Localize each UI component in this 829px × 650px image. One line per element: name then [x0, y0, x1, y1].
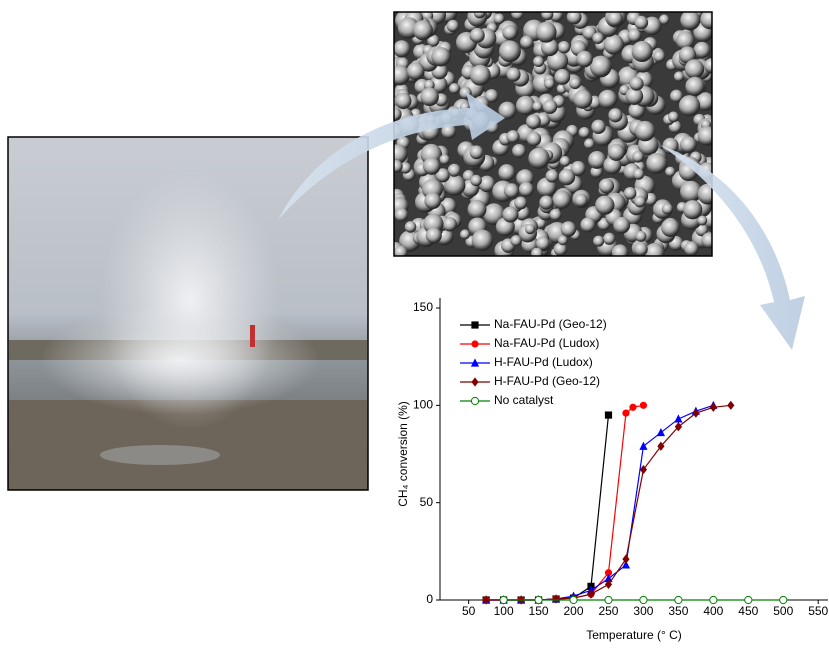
y-tick-label: 0 — [426, 592, 433, 606]
marker — [674, 595, 683, 605]
marker — [779, 595, 788, 605]
marker — [552, 594, 560, 604]
legend-marker — [470, 358, 480, 367]
marker — [604, 569, 613, 577]
x-tick-label: 550 — [808, 604, 828, 618]
y-tick-label: 100 — [413, 398, 433, 412]
marker — [744, 595, 753, 605]
x-tick-label: 50 — [462, 604, 476, 618]
marker — [587, 589, 595, 599]
marker — [604, 411, 613, 419]
x-axis-label: Temperature (° C) — [586, 628, 682, 642]
y-axis-label: CH₄ conversion (%) — [396, 401, 410, 507]
marker — [604, 595, 613, 605]
legend-label: H-FAU-Pd (Geo-12) — [494, 374, 600, 388]
marker — [709, 595, 718, 605]
x-tick-label: 450 — [738, 604, 758, 618]
x-tick-label: 400 — [703, 604, 723, 618]
legend-label: Na-FAU-Pd (Geo-12) — [494, 317, 607, 331]
x-tick-label: 250 — [598, 604, 618, 618]
marker — [709, 402, 717, 412]
x-tick-label: 100 — [494, 604, 514, 618]
marker — [656, 427, 666, 437]
marker — [639, 401, 648, 409]
marker — [482, 595, 490, 605]
geyser-photo — [7, 136, 369, 491]
marker — [657, 441, 665, 451]
marker — [604, 579, 613, 590]
y-tick-label: 50 — [420, 495, 434, 509]
marker — [727, 400, 735, 410]
legend-label: Na-FAU-Pd (Ludox) — [494, 336, 599, 350]
legend-marker — [471, 321, 479, 329]
marker — [639, 595, 648, 605]
x-tick-label: 350 — [668, 604, 688, 618]
marker — [622, 554, 630, 564]
marker — [639, 441, 648, 450]
marker — [639, 464, 648, 475]
marker — [499, 595, 508, 605]
x-tick-label: 300 — [633, 604, 653, 618]
legend-label: No catalyst — [494, 393, 554, 407]
legend-label: H-FAU-Pd (Ludox) — [494, 355, 593, 369]
legend-marker — [471, 377, 479, 387]
x-tick-label: 200 — [564, 604, 584, 618]
series-line — [486, 404, 644, 601]
x-tick-label: 500 — [773, 604, 793, 618]
arrow — [660, 145, 805, 350]
marker — [621, 560, 631, 569]
marker — [692, 408, 700, 418]
sem-image — [393, 11, 713, 257]
marker — [629, 403, 637, 411]
legend-marker — [471, 340, 479, 348]
series-line — [486, 415, 610, 601]
marker — [604, 573, 613, 583]
marker — [622, 409, 630, 417]
legend-marker — [470, 396, 480, 406]
chart: 0 50 100 150 50 100 150 200 250 300 350 400 450 500 55… — [396, 298, 829, 642]
marker — [674, 414, 683, 423]
x-tick-label: 150 — [529, 604, 549, 618]
y-tick-label: 150 — [413, 300, 433, 314]
marker — [674, 422, 682, 432]
marker — [569, 595, 578, 605]
arrow — [278, 92, 505, 220]
marker — [534, 595, 543, 605]
